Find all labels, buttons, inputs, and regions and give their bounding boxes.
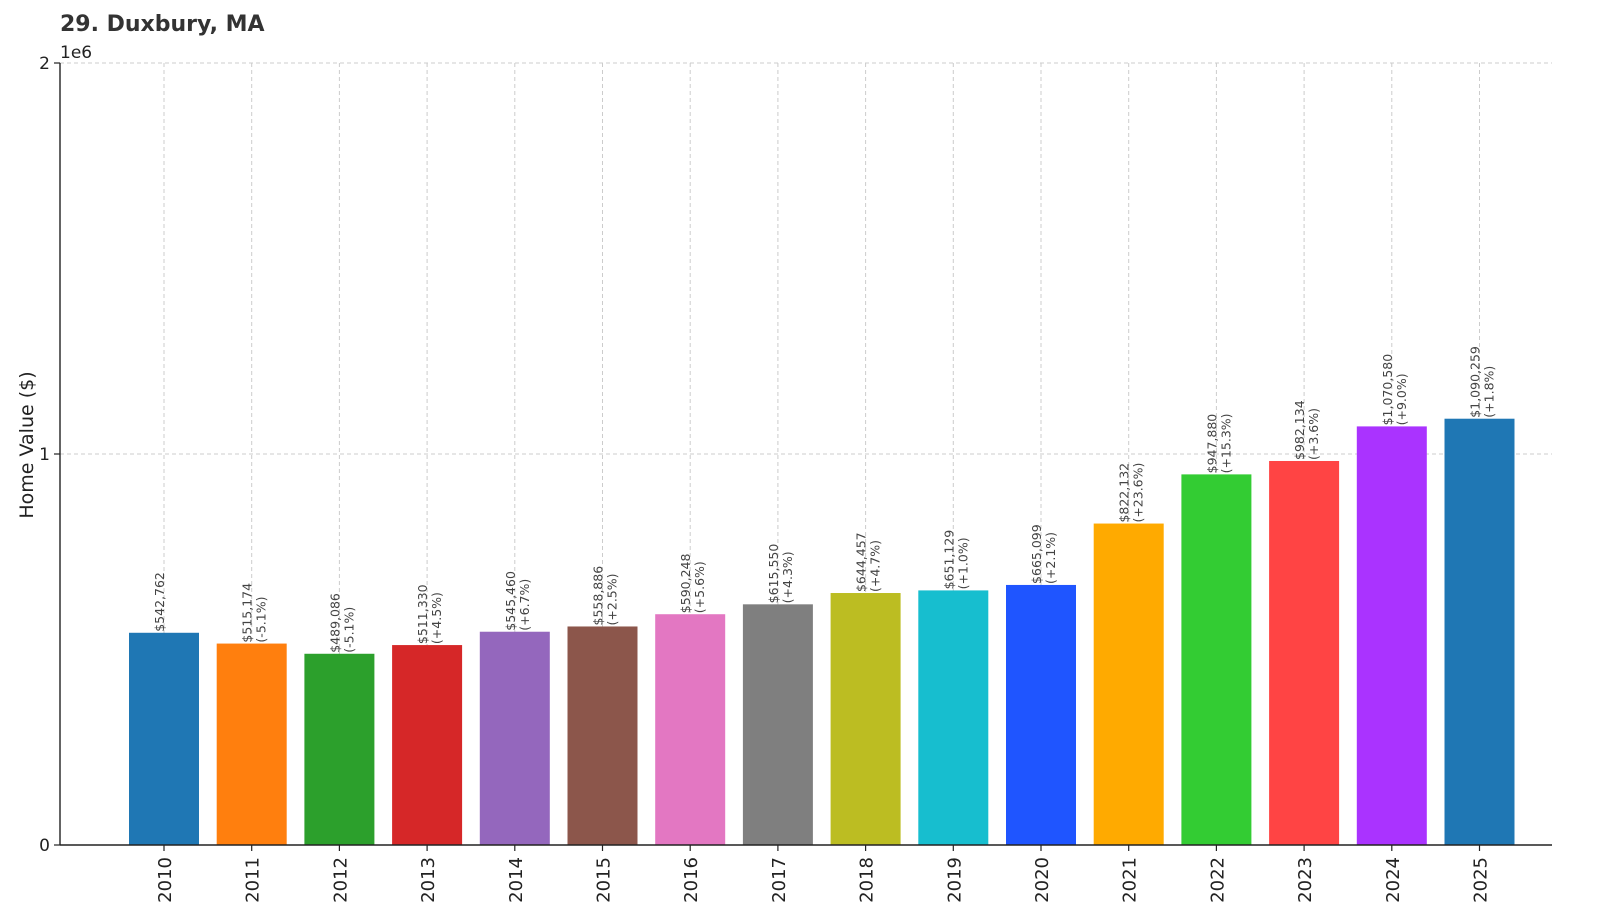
- bar: [1444, 418, 1515, 845]
- bar: [1006, 584, 1076, 845]
- bar: [918, 590, 989, 845]
- bar-data-label: $545,460: [503, 571, 518, 631]
- bar: [392, 645, 463, 845]
- bar-labels-layer: $542,762 $515,174 (-5.1%) $489,086 (-5.1%) $5…: [152, 346, 1497, 653]
- bar-data-label: $489,086: [327, 593, 342, 653]
- bar: [216, 643, 287, 845]
- x-tick-label: 2022: [1207, 857, 1228, 903]
- x-tick-label: 2011: [243, 857, 264, 903]
- x-tick-label: 2019: [944, 857, 965, 903]
- bar-data-label: (+15.3%): [1218, 413, 1233, 473]
- bar: [830, 593, 901, 845]
- bar-data-label: $615,550: [766, 544, 781, 604]
- axes-layer: 0 1 2 2010 2011 2012 2013 2014 2015 2016 2017 2018 2…: [39, 54, 1552, 903]
- bar-data-label: (+4.7%): [868, 540, 883, 592]
- bar-data-label: $558,886: [591, 566, 606, 626]
- bar-data-label: $644,457: [854, 532, 869, 592]
- x-tick-label: 2013: [418, 857, 439, 903]
- bar-data-label: (-5.1%): [341, 607, 356, 653]
- x-tick-label: 2010: [155, 857, 176, 903]
- bar-data-label: (+4.3%): [780, 551, 795, 603]
- x-tick-label: 2014: [506, 857, 527, 903]
- bar-data-label: (-5.1%): [254, 597, 269, 643]
- bar: [1181, 474, 1252, 845]
- bar-data-label: $1,070,580: [1380, 354, 1395, 426]
- bar: [1093, 523, 1164, 845]
- bar-data-label: (+4.5%): [429, 592, 444, 644]
- bar: [742, 604, 813, 845]
- bar-data-label: (+9.0%): [1394, 373, 1409, 425]
- bar: [567, 626, 638, 845]
- x-tick-label: 2015: [594, 857, 615, 903]
- bar-data-label: $665,099: [1029, 524, 1044, 584]
- bar-data-label: (+2.1%): [1043, 532, 1058, 584]
- bar-data-label: $515,174: [240, 583, 255, 643]
- bar-data-label: (+1.0%): [955, 537, 970, 589]
- bar-data-label: (+5.6%): [692, 561, 707, 613]
- y-tick-label: 2: [39, 54, 50, 74]
- bar: [1269, 460, 1340, 845]
- y-axis-label: Home Value ($): [16, 371, 38, 518]
- bar: [655, 614, 726, 845]
- bar: [129, 632, 199, 845]
- bar-data-label: $947,880: [1204, 414, 1219, 474]
- x-tick-label: 2012: [330, 857, 351, 903]
- bars-layer: [129, 418, 1515, 845]
- x-tick-label: 2017: [769, 857, 790, 903]
- bar-data-label: $542,762: [152, 572, 167, 632]
- x-tick-label: 2023: [1295, 857, 1316, 903]
- bar-data-label: $982,134: [1292, 400, 1307, 460]
- x-tick-label: 2016: [681, 857, 702, 903]
- y-tick-label: 0: [39, 836, 50, 856]
- bar-data-label: $511,330: [415, 584, 430, 644]
- bar-data-label: $1,090,259: [1468, 346, 1483, 418]
- x-tick-label: 2020: [1032, 857, 1053, 903]
- bar-data-label: (+2.5%): [605, 573, 620, 625]
- x-tick-label: 2025: [1471, 857, 1492, 903]
- bar: [1356, 426, 1427, 845]
- bar-data-label: (+1.8%): [1482, 366, 1497, 418]
- bar-data-label: $822,132: [1117, 463, 1132, 523]
- bar-data-label: $651,129: [941, 530, 956, 590]
- bar-data-label: (+23.6%): [1131, 463, 1146, 523]
- y-tick-label: 1: [39, 445, 50, 465]
- bar: [479, 631, 550, 845]
- bar-data-label: $590,248: [678, 554, 693, 614]
- bar-data-label: (+6.7%): [517, 579, 532, 631]
- x-tick-label: 2018: [857, 857, 878, 903]
- x-tick-label: 2024: [1383, 857, 1404, 903]
- y-axis-offset-label: 1e6: [60, 43, 92, 63]
- x-tick-label: 2021: [1120, 857, 1141, 903]
- bar: [304, 653, 375, 845]
- bar-data-label: (+3.6%): [1306, 408, 1321, 460]
- chart-title: 29. Duxbury, MA: [60, 12, 265, 37]
